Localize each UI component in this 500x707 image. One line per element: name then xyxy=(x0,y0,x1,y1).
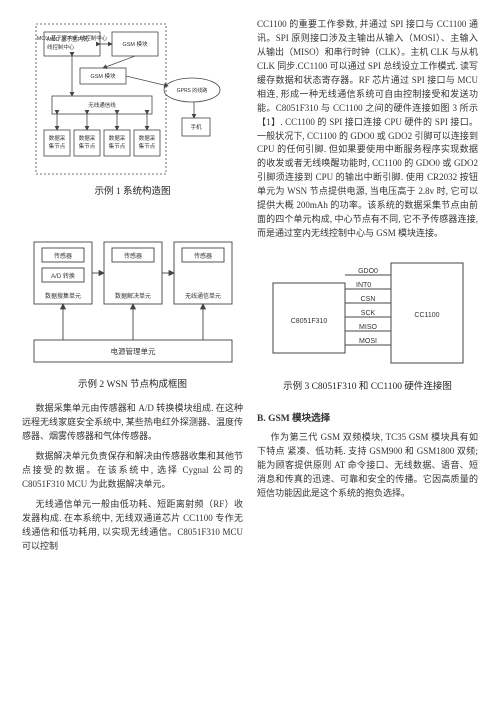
fig3-diagram: C8051F310 CC1100 GDO0 INT0 CSN SCK MISO … xyxy=(263,253,473,373)
svg-text:INT0: INT0 xyxy=(356,282,371,289)
fig1-caption: 示例 1 系统构造图 xyxy=(22,185,243,200)
svg-text:A/D 转换: A/D 转换 xyxy=(51,272,75,280)
svg-text:电源管理单元: 电源管理单元 xyxy=(110,346,155,356)
svg-text:MCU 基于室内无: MCU 基于室内无 xyxy=(47,35,89,43)
right-para-2: 作为第三代 GSM 双频模块, TC35 GSM 模块具有如下特点 紧凑、低功耗… xyxy=(257,431,478,501)
fig2-diagram: 传感器 A/D 转换 数据搜集单元 传感器 数据解决单元 传感器 无线通信单元 … xyxy=(28,236,238,371)
right-column: CC1100 的重要工作参数, 并通过 SPI 接口与 CC1100 通讯。SP… xyxy=(257,18,478,689)
fig3-caption: 示例 3 C8051F310 和 CC1100 硬件连接图 xyxy=(257,380,478,395)
svg-text:MISO: MISO xyxy=(359,324,377,331)
svg-text:数据采: 数据采 xyxy=(108,134,125,142)
svg-text:传感器: 传感器 xyxy=(123,252,141,260)
svg-text:集节点: 集节点 xyxy=(48,142,65,150)
fig1-diagram: MCU 基于室内无 线控制中心 MCU 基于室内无 线控制中心 GSM 模块 G… xyxy=(28,18,238,178)
svg-text:GSM 模块: GSM 模块 xyxy=(122,40,148,48)
svg-text:传感器: 传感器 xyxy=(53,252,71,260)
svg-text:GPRS 的线路: GPRS 的线路 xyxy=(176,87,207,94)
svg-text:集节点: 集节点 xyxy=(108,142,125,150)
left-column: MCU 基于室内无 线控制中心 MCU 基于室内无 线控制中心 GSM 模块 G… xyxy=(22,18,243,689)
svg-text:C8051F310: C8051F310 xyxy=(290,318,327,325)
svg-text:线控制中心: 线控制中心 xyxy=(47,43,75,51)
svg-text:手机: 手机 xyxy=(190,123,202,131)
svg-text:CSN: CSN xyxy=(360,296,375,303)
svg-text:数据采: 数据采 xyxy=(78,134,95,142)
svg-text:数据解决单元: 数据解决单元 xyxy=(114,292,150,300)
svg-text:数据采: 数据采 xyxy=(138,134,155,142)
svg-text:SCK: SCK xyxy=(360,310,375,317)
svg-text:MOSI: MOSI xyxy=(359,338,377,345)
svg-text:无线通信线: 无线通信线 xyxy=(88,101,116,109)
fig2-caption: 示例 2 WSN 节点构成框图 xyxy=(22,378,243,393)
left-para-1: 数据采集单元由传感器和 A/D 转换模块组成. 在这种远程无线家庭安全系统中, … xyxy=(22,402,243,444)
svg-text:集节点: 集节点 xyxy=(138,142,155,150)
svg-text:数据采: 数据采 xyxy=(48,134,65,142)
left-para-2: 数据解决单元负责保存和解决由传感器收集和其他节点接受的数据。在该系统中, 选择 … xyxy=(22,450,243,492)
svg-text:GDO0: GDO0 xyxy=(358,268,378,275)
svg-text:无线通信单元: 无线通信单元 xyxy=(184,292,220,300)
svg-text:CC1100: CC1100 xyxy=(414,312,439,319)
right-para-1: CC1100 的重要工作参数, 并通过 SPI 接口与 CC1100 通讯。SP… xyxy=(257,18,478,241)
section-b-heading: B. GSM 模块选择 xyxy=(257,412,478,427)
svg-text:传感器: 传感器 xyxy=(193,252,211,260)
svg-text:集节点: 集节点 xyxy=(78,142,95,150)
svg-text:GSM 模块: GSM 模块 xyxy=(90,72,116,80)
svg-text:数据搜集单元: 数据搜集单元 xyxy=(44,292,80,300)
left-para-3: 无线通信单元一般由低功耗、短距离射频（RF）收发器构成. 在本系统中, 无线双通… xyxy=(22,498,243,554)
